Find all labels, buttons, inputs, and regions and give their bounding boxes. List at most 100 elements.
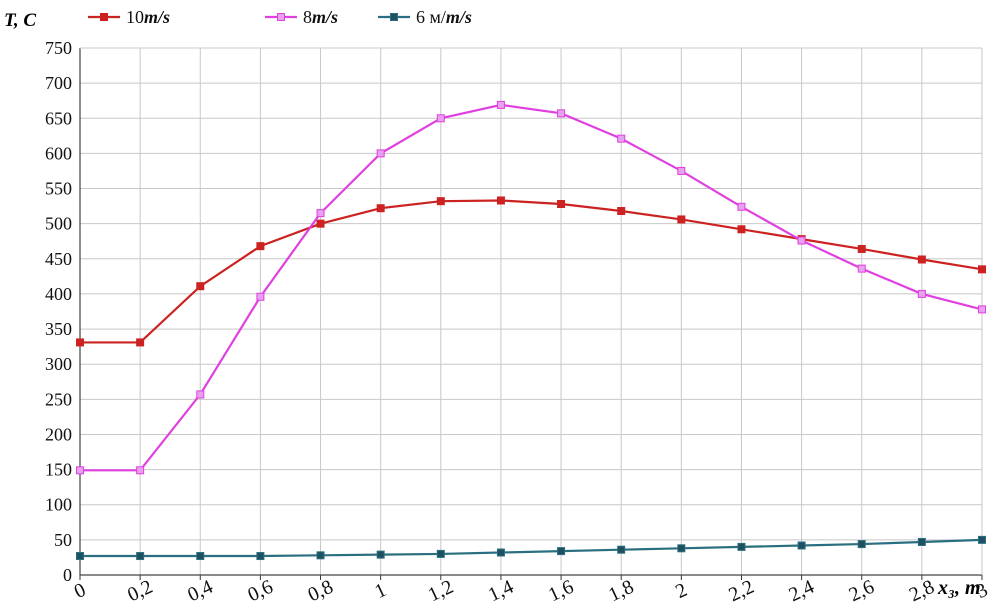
y-tick-label: 350 (45, 319, 72, 339)
y-tick-label: 150 (45, 460, 72, 480)
data-point (617, 134, 626, 143)
data-point (677, 215, 686, 224)
data-point (917, 255, 926, 264)
y-tick-label: 0 (63, 565, 72, 585)
data-point (316, 219, 325, 228)
legend-label-unit: m/s (446, 7, 472, 27)
y-tick-label: 750 (45, 38, 72, 58)
data-point (316, 209, 325, 218)
data-point (316, 551, 325, 560)
x-axis-label: x₃, m (937, 577, 981, 599)
x-tick-label: 2,6 (846, 576, 878, 607)
data-point (256, 292, 265, 301)
data-point (557, 199, 566, 208)
data-point (737, 542, 746, 551)
y-tick-label: 250 (45, 389, 72, 409)
y-tick-label: 450 (45, 249, 72, 269)
data-point (857, 244, 866, 253)
x-tick-label: 1,4 (485, 576, 517, 607)
y-tick-label: 200 (45, 424, 72, 444)
legend-label: 10m/s (126, 7, 170, 27)
data-point (557, 109, 566, 118)
data-point (76, 338, 84, 347)
data-point (857, 264, 866, 273)
data-point (136, 338, 145, 347)
data-point (677, 166, 686, 175)
legend-label: 8m/s (303, 7, 338, 27)
data-point (136, 466, 145, 475)
x-tick-label: 1,2 (425, 576, 457, 607)
x-tick-label: 2,8 (906, 576, 938, 607)
legend-marker (277, 13, 285, 21)
data-point (797, 541, 806, 550)
x-tick-labels: 0 0,2 0,4 0,6 0,8 1 1,2 1,4 1,6 1,8 2 2,2 2,4 2,6 2,8 3 (71, 576, 991, 607)
x-tick-label: 1,6 (545, 576, 577, 607)
series-line (80, 103, 983, 472)
data-point (436, 197, 445, 206)
data-point (978, 535, 986, 544)
legend-label-number: 10 (126, 7, 144, 27)
data-point (917, 537, 926, 546)
data-point (136, 552, 145, 561)
data-point (436, 114, 445, 123)
legend-label-unit: m/s (312, 7, 338, 27)
legend-label-number: 6 м/ (416, 7, 446, 27)
legend-marker (390, 13, 398, 21)
data-point (256, 242, 265, 251)
y-tick-labels: 0 50 100 150 200 250 300 350 400 450 500 550 600 650 7… (45, 38, 72, 585)
data-point (737, 225, 746, 234)
data-point (917, 289, 926, 298)
legend-label-number: 8 (303, 7, 312, 27)
legend: 10m/s 8m/s 6 м/m/s (88, 7, 472, 27)
data-point (196, 282, 205, 291)
data-point (496, 196, 505, 205)
data-point (677, 544, 686, 553)
y-tick-label: 100 (45, 495, 72, 515)
x-tick-label: 2,4 (786, 576, 818, 607)
legend-label: 6 м/m/s (416, 7, 472, 27)
axes (79, 47, 983, 580)
data-point (978, 265, 986, 274)
x-tick-label: 0,2 (124, 576, 156, 607)
data-point (196, 552, 205, 561)
y-tick-label: 700 (45, 73, 72, 93)
x-tick-label: 2,2 (725, 576, 757, 607)
data-point (557, 547, 566, 556)
data-point (376, 149, 385, 158)
y-axis-label: T, C (4, 10, 36, 31)
y-tick-label: 500 (45, 214, 72, 234)
data-point (256, 552, 265, 561)
legend-label-unit: m/s (144, 7, 170, 27)
data-point (978, 305, 986, 314)
series-lines (76, 100, 986, 561)
y-tick-label: 550 (45, 179, 72, 199)
data-point (617, 207, 626, 216)
data-point (196, 390, 205, 399)
grid (79, 47, 983, 576)
x-tick-label: 0,6 (244, 576, 276, 607)
y-tick-label: 600 (45, 143, 72, 163)
y-tick-label: 50 (54, 530, 72, 550)
data-point (617, 545, 626, 554)
y-tick-label: 300 (45, 354, 72, 374)
series-line (80, 199, 983, 344)
data-point (857, 540, 866, 549)
data-point (496, 100, 505, 109)
x-tick-label: 0 (71, 579, 89, 603)
series-line (80, 538, 983, 558)
data-point (376, 204, 385, 213)
x-tick-label: 0,8 (305, 576, 337, 607)
x-tick-label: 1,8 (605, 576, 637, 607)
data-point (496, 548, 505, 557)
y-tick-label: 400 (45, 284, 72, 304)
x-tick-label: 1 (371, 579, 389, 603)
y-tick-label: 650 (45, 108, 72, 128)
data-point (737, 202, 746, 211)
data-point (76, 466, 84, 475)
legend-marker (100, 13, 108, 21)
data-point (436, 549, 445, 558)
x-tick-label: 2 (672, 579, 690, 603)
data-point (376, 550, 385, 559)
data-point (797, 236, 806, 245)
